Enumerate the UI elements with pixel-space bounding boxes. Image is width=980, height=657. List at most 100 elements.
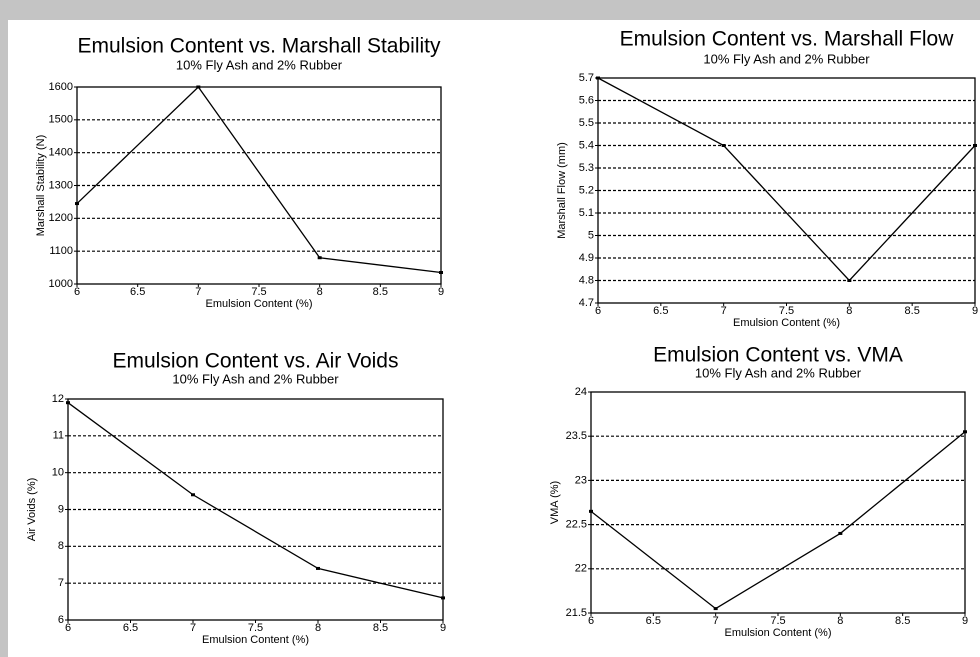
chart-title: Emulsion Content vs. Marshall Stability [78,35,441,58]
y-tick-label: 21.5 [566,607,587,619]
x-tick-label: 7 [190,622,196,634]
data-line [67,402,444,599]
data-point [963,430,967,434]
y-tick-label: 4.8 [579,274,594,286]
x-tick-label: 8.5 [905,305,920,317]
plot-frame [597,77,976,304]
plot-frame [590,391,966,614]
y-tick-label: 7 [58,577,64,589]
y-tick-label: 5.2 [579,184,594,196]
y-tick-label: 5.6 [579,94,594,106]
chart-title: Emulsion Content vs. Air Voids [113,350,399,373]
chart-subtitle: 10% Fly Ash and 2% Rubber [176,57,343,72]
y-tick-label: 4.7 [579,297,594,309]
y-axis-label: VMA (%) [549,481,561,524]
x-tick-label: 6.5 [123,622,138,634]
x-tick-label: 6.5 [653,305,668,317]
y-tick-label: 1200 [49,212,73,224]
data-point [721,144,726,147]
chart-title: Emulsion Content vs. Marshall Flow [620,28,955,51]
x-tick-label: 7 [195,286,201,298]
y-tick-label: 22.5 [566,519,587,531]
data-point [713,607,718,611]
x-tick-label: 6 [74,286,80,298]
x-tick-label: 7.5 [251,286,266,298]
y-tick-label: 12 [52,393,64,405]
data-point [196,85,201,89]
window-edge [0,0,8,657]
y-tick-label: 23 [575,474,587,486]
x-tick-label: 8.5 [895,615,910,627]
x-tick-label: 8.5 [373,622,388,634]
x-tick-label: 7 [713,615,719,627]
data-point [973,144,977,147]
x-tick-label: 9 [438,286,444,298]
y-tick-label: 1600 [49,81,73,93]
y-tick-label: 5.5 [579,117,594,129]
x-axis-label: Emulsion Content (%) [725,627,832,639]
y-tick-label: 5.4 [579,139,594,151]
y-tick-label: 1500 [49,114,73,126]
x-axis-label: Emulsion Content (%) [733,317,840,329]
data-point [589,509,593,513]
x-tick-label: 9 [962,615,968,627]
data-point [316,566,320,570]
data-point [317,256,322,260]
x-tick-label: 8 [317,286,323,298]
x-tick-label: 9 [972,305,978,317]
x-tick-label: 6 [65,622,71,634]
y-tick-label: 23.5 [566,430,587,442]
plot-frame [67,398,444,621]
y-tick-label: 5.7 [579,72,594,84]
data-line [590,431,966,610]
y-tick-label: 11 [53,430,64,442]
y-axis-label: Air Voids (%) [26,478,38,542]
y-tick-label: 10 [52,467,64,479]
data-point [838,531,843,535]
x-axis-label: Emulsion Content (%) [206,298,313,310]
data-point [191,493,195,497]
y-tick-label: 22 [575,563,587,575]
x-tick-label: 6.5 [130,286,145,298]
y-axis-label: Marshall Flow (mm) [556,142,568,239]
x-tick-label: 6 [595,305,601,317]
data-line [76,86,442,274]
data-point [596,76,600,80]
x-tick-label: 7.5 [248,622,263,634]
chart-subtitle: 10% Fly Ash and 2% Rubber [695,365,862,380]
y-tick-label: 5 [588,229,594,241]
y-tick-label: 1300 [49,179,73,191]
data-point [66,401,70,405]
y-tick-label: 1000 [49,278,73,290]
x-tick-label: 8.5 [373,286,388,298]
chart-title: Emulsion Content vs. VMA [653,344,903,367]
x-tick-label: 7.5 [770,615,785,627]
y-tick-label: 8 [58,540,64,552]
y-tick-label: 1400 [49,147,73,159]
x-tick-label: 8 [846,305,852,317]
data-line [597,77,976,282]
plot-frame [76,86,442,285]
y-tick-label: 9 [58,503,64,515]
y-tick-label: 24 [575,386,587,398]
y-tick-label: 5.1 [579,207,594,219]
data-point [439,271,443,275]
y-tick-label: 6 [58,614,64,626]
window-bar [0,0,980,20]
chart-subtitle: 10% Fly Ash and 2% Rubber [172,371,339,386]
x-tick-label: 6.5 [646,615,661,627]
data-point [441,596,445,600]
y-axis-label: Marshall Stability (N) [35,135,47,236]
y-tick-label: 1100 [49,245,73,257]
x-tick-label: 9 [440,622,446,634]
x-tick-label: 7 [721,305,727,317]
x-tick-label: 8 [315,622,321,634]
data-point [847,279,852,282]
y-tick-label: 5.3 [579,162,594,174]
chart-subtitle: 10% Fly Ash and 2% Rubber [703,51,870,66]
x-axis-label: Emulsion Content (%) [202,634,309,646]
x-tick-label: 8 [837,615,843,627]
x-tick-label: 6 [588,615,594,627]
